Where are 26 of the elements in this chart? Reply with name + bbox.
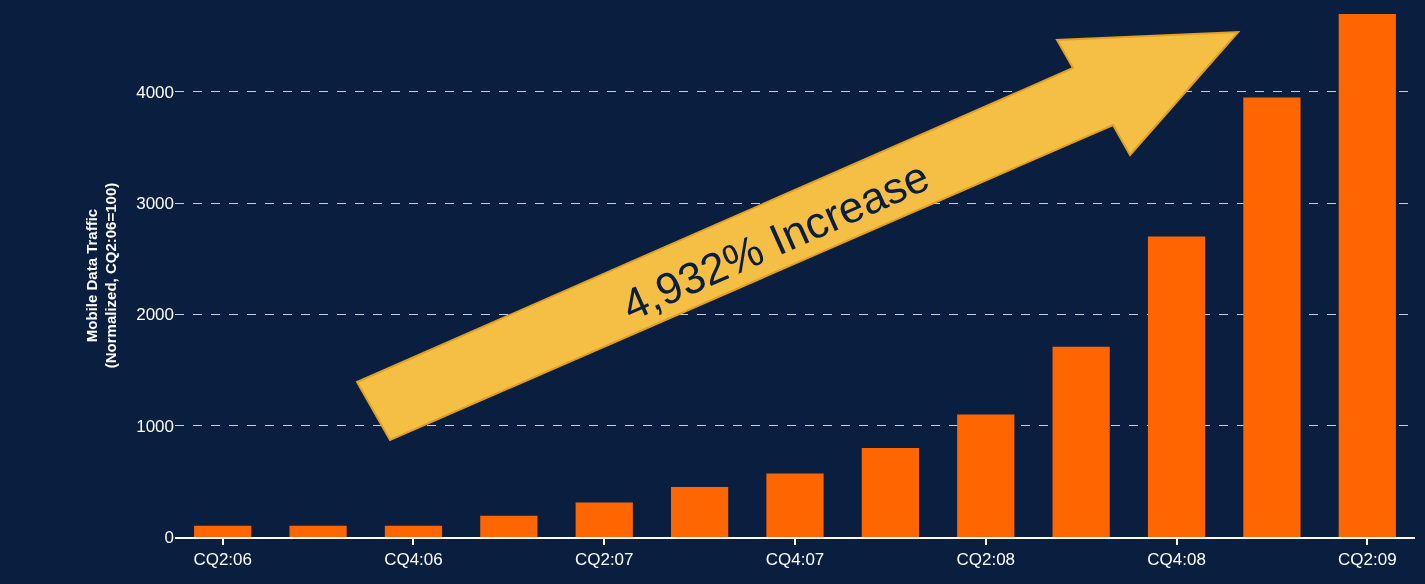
y-tick-label: 2000	[136, 305, 174, 325]
x-tick-label: CQ4:06	[384, 550, 443, 570]
bar	[1243, 97, 1301, 537]
bar	[1338, 14, 1396, 537]
y-tick-label: 0	[164, 527, 174, 547]
y-tick-label: 3000	[136, 194, 174, 214]
x-tick-label: CQ4:07	[765, 550, 825, 570]
y-axis-title: Mobile Data Traffic (Normalized, CQ2:06=100)	[82, 182, 120, 369]
bar	[861, 447, 919, 537]
y-tick-label: 4000	[136, 82, 174, 102]
bar	[480, 515, 538, 537]
bar	[766, 473, 824, 537]
x-tick-label: CQ4:08	[1147, 550, 1206, 570]
bar	[1052, 346, 1110, 537]
bar	[194, 525, 252, 537]
bar	[289, 525, 347, 537]
bar	[1147, 236, 1206, 537]
y-tick-label: 1000	[136, 416, 174, 436]
bar	[384, 525, 443, 537]
x-tick-label: CQ2:07	[574, 550, 634, 570]
x-tick-label: CQ2:08	[956, 550, 1016, 570]
bar	[575, 502, 633, 537]
bar	[957, 414, 1015, 537]
bar	[671, 486, 729, 537]
x-tick-label: CQ2:09	[1338, 550, 1397, 570]
x-tick-label: CQ2:06	[193, 550, 252, 570]
